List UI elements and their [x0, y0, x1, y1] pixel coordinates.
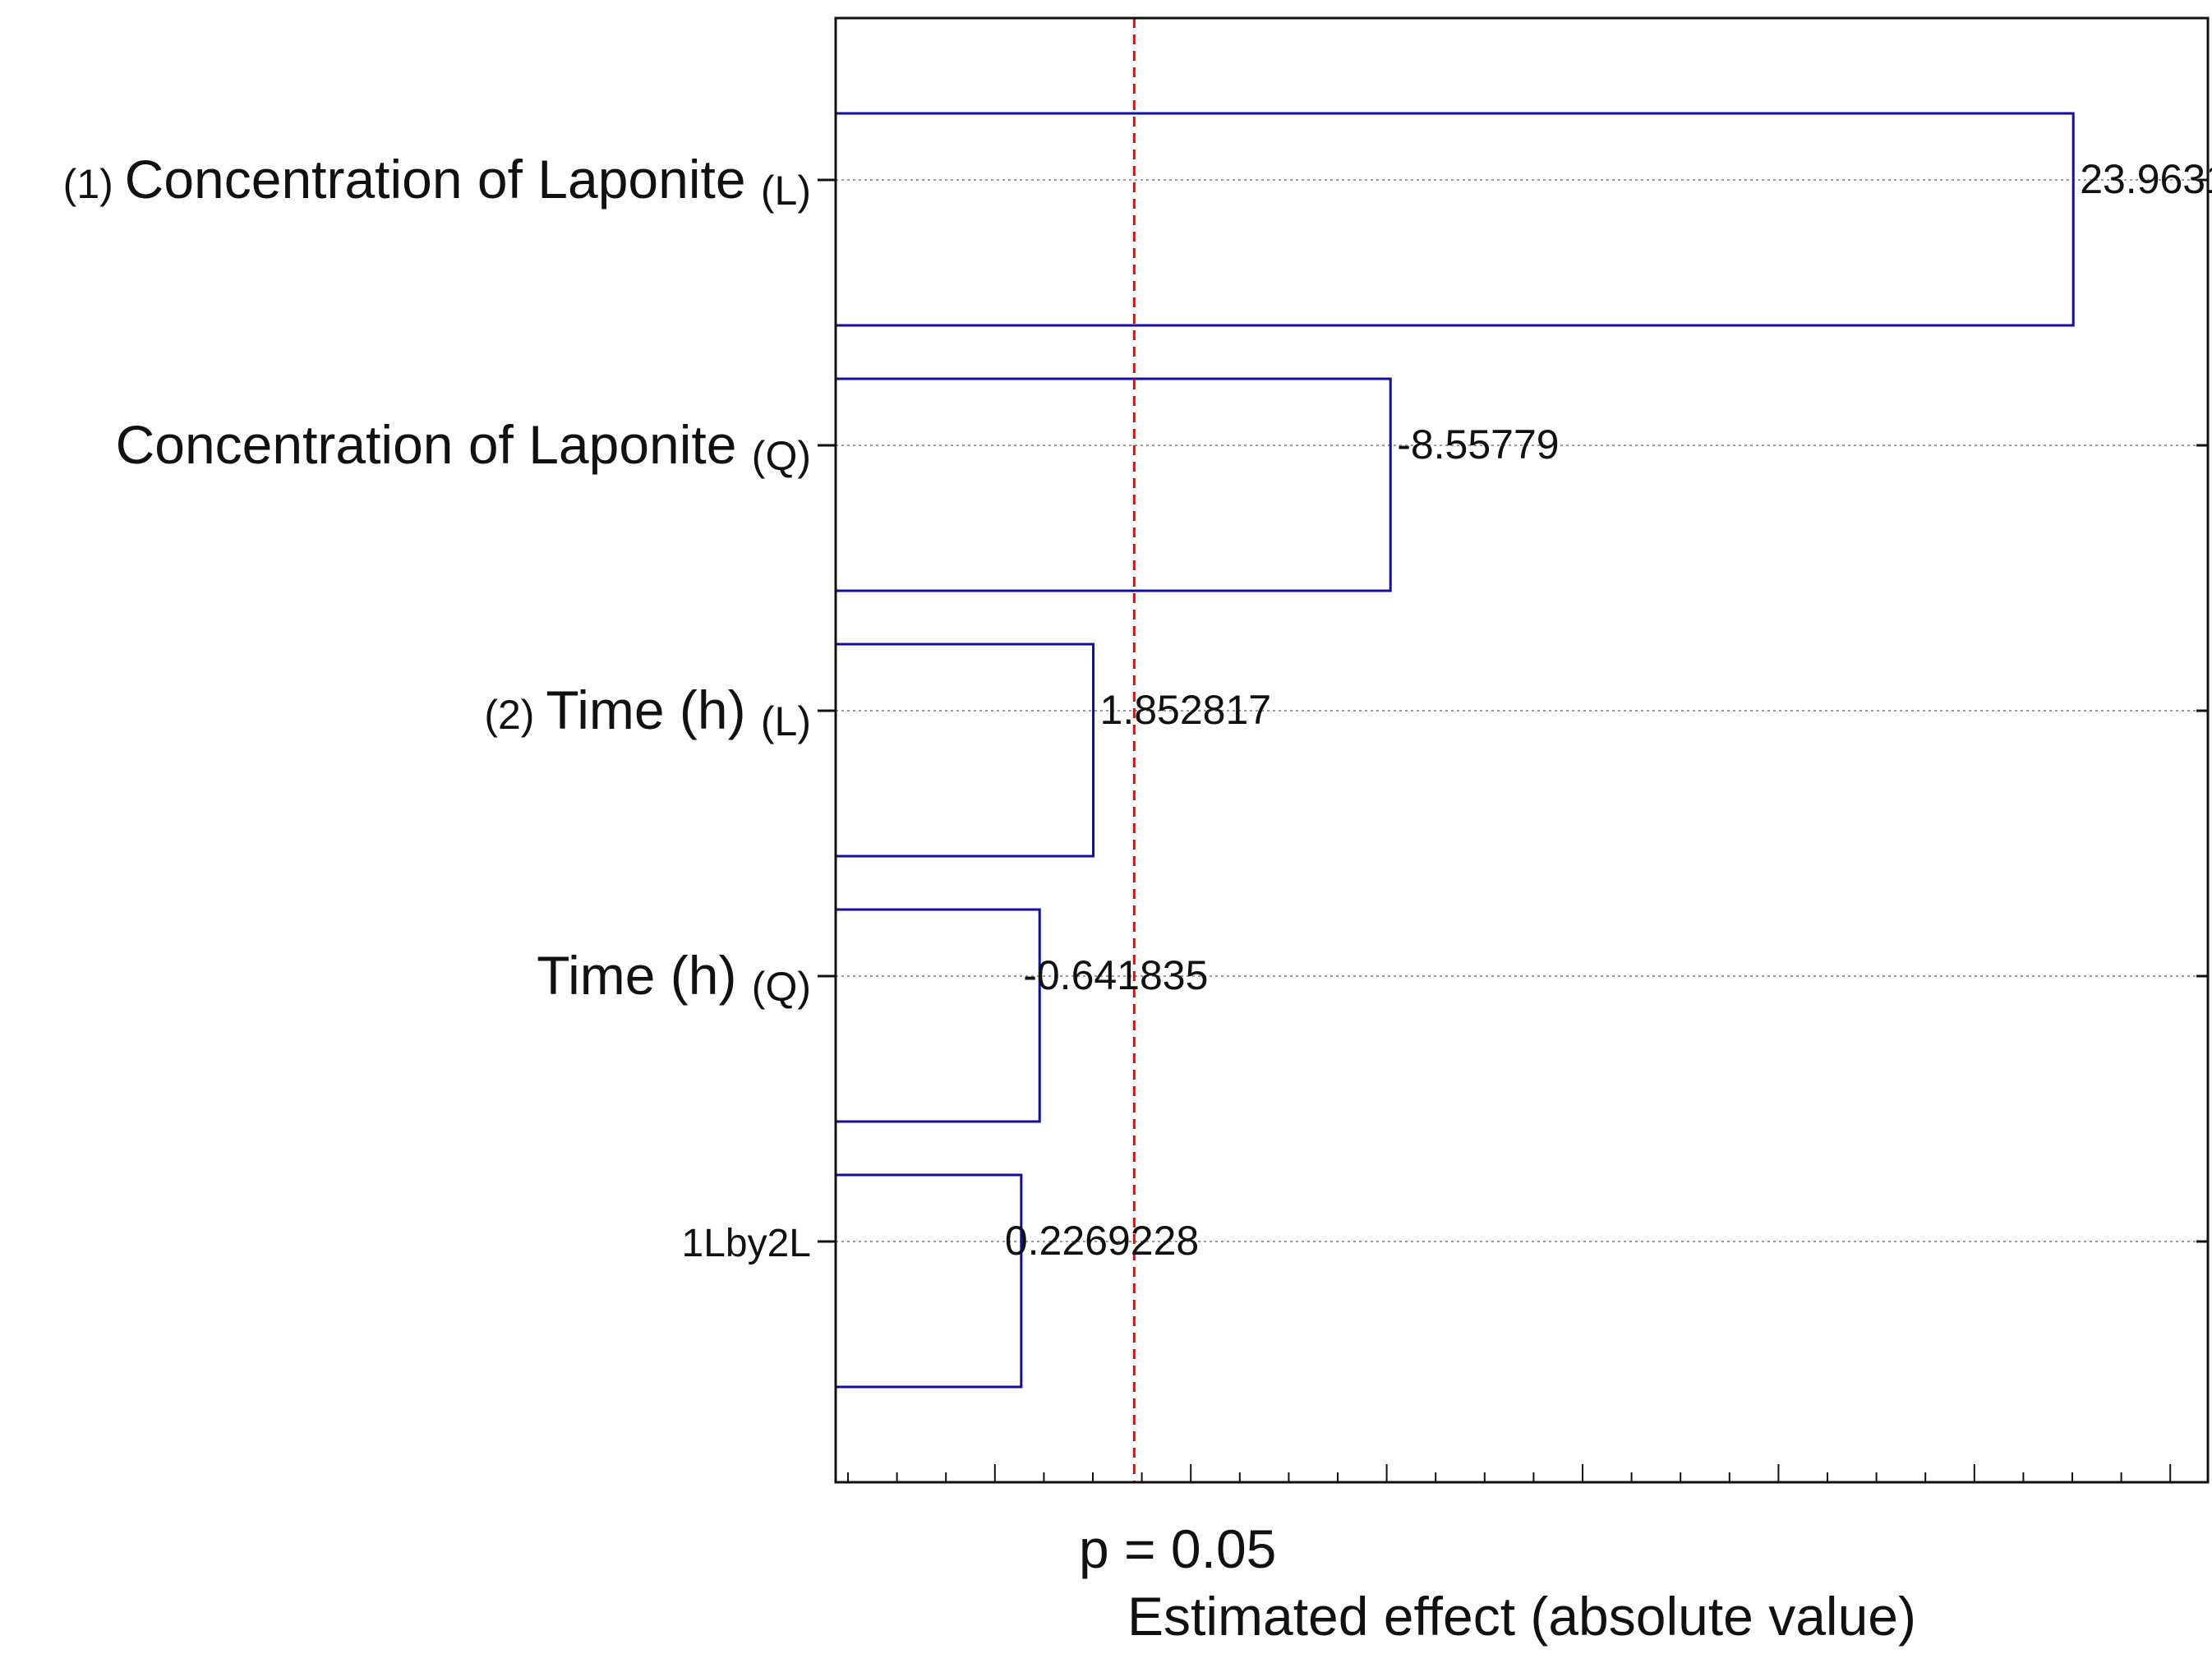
category-label-suffix: (Q)	[752, 433, 811, 479]
category-label-prefix: (1)	[63, 161, 125, 207]
bar-value-label: -8.55779	[1397, 422, 1559, 468]
category-label-suffix: (L)	[761, 168, 811, 214]
category-label-name: Concentration of Laponite	[116, 414, 752, 475]
category-label-suffix: (L)	[761, 698, 811, 744]
bar-value-label: -0.641835	[1023, 952, 1208, 998]
category-label: (1) Concentration of Laponite (L)	[63, 149, 811, 214]
category-label-prefix: (2)	[484, 692, 546, 738]
reference-line-label: p = 0.05	[1079, 1518, 1276, 1579]
bar-value-label: 1.852817	[1100, 687, 1272, 733]
category-label-name: Concentration of Laponite	[125, 149, 761, 210]
bar	[834, 1173, 1023, 1389]
bar-value-label: 23.9631	[2080, 156, 2212, 202]
bar	[834, 377, 1392, 592]
category-label: Time (h) (Q)	[537, 945, 811, 1010]
plot-frame	[834, 16, 2210, 1484]
category-label: (2) Time (h) (L)	[484, 679, 811, 744]
bar	[834, 643, 1095, 858]
category-label-name: Time (h)	[537, 945, 752, 1006]
category-label-suffix: (Q)	[752, 964, 811, 1010]
category-label: 1Lby2L	[682, 1222, 811, 1265]
bar	[834, 908, 1041, 1123]
category-label: Concentration of Laponite (Q)	[116, 414, 811, 479]
bar-value-label: 0.2269228	[1005, 1218, 1199, 1264]
x-axis-label: Estimated effect (absolute value)	[1127, 1586, 1916, 1647]
bar	[834, 112, 2075, 327]
category-label-name: Time (h)	[546, 679, 761, 740]
